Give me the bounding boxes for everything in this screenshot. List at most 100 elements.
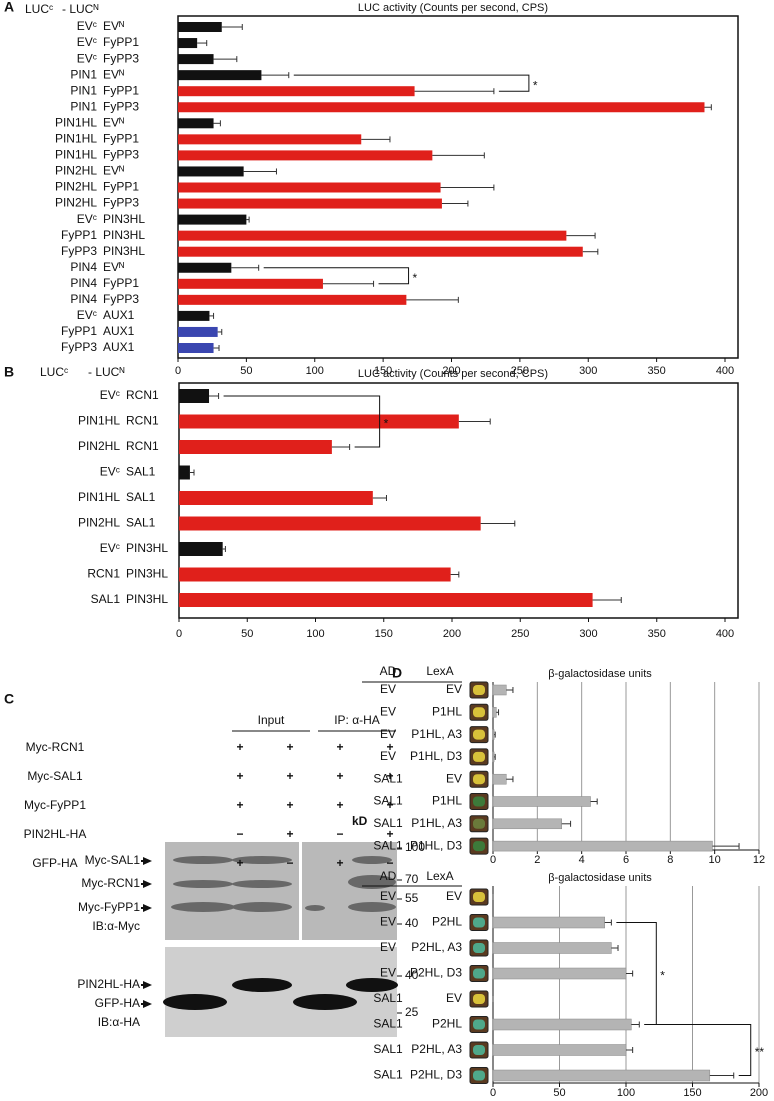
row-label: EV — [446, 889, 462, 903]
row-label: SAL1 — [126, 490, 156, 504]
sign: + — [336, 798, 343, 812]
row-label: SAL1 — [126, 516, 156, 530]
bar — [178, 86, 415, 97]
row-label: SAL1 — [126, 465, 156, 479]
x-tick-label: 50 — [553, 1087, 565, 1099]
row-label: FyPP1 — [103, 132, 139, 146]
bar — [492, 1018, 632, 1031]
bar — [492, 751, 495, 763]
sign: + — [386, 798, 393, 812]
row-label: EVᶜ — [100, 388, 120, 402]
row-label: PIN3HL — [126, 567, 168, 581]
x-tick-label: 400 — [716, 365, 734, 377]
row-label: FyPP3 — [103, 99, 139, 113]
row-label: PIN2HL-HA — [24, 827, 87, 841]
sign: − — [336, 827, 343, 841]
sign: + — [236, 769, 243, 783]
band-label: Myc-SAL1 — [85, 853, 141, 867]
bar — [492, 942, 612, 954]
blot-bottom — [165, 947, 397, 1037]
row-label: EVᶜ — [77, 19, 97, 33]
column-header: AD — [380, 869, 397, 883]
x-tick-label: 100 — [306, 365, 324, 377]
row-label: PIN4 — [70, 292, 97, 306]
significance-mark: ** — [755, 1045, 765, 1059]
row-label: EVᴺ — [103, 260, 124, 274]
bar — [179, 440, 332, 454]
bar — [178, 198, 442, 209]
row-label: EVᶜ — [100, 541, 120, 555]
band-arrow — [143, 1000, 152, 1008]
panel-letter: D — [392, 665, 402, 681]
marker-label: 70 — [405, 872, 419, 886]
band-arrow — [143, 857, 152, 865]
sign: + — [236, 856, 243, 870]
yeast-patch-growth — [473, 841, 485, 852]
row-label: PIN3HL — [103, 228, 145, 242]
row-label: Myc-SAL1 — [27, 769, 83, 783]
yeast-patch-growth — [473, 968, 485, 979]
row-label: EV — [380, 727, 396, 741]
row-label: PIN1HL — [78, 414, 120, 428]
band-label: Myc-RCN1 — [81, 876, 140, 890]
row-label: EV — [446, 682, 462, 696]
significance-mark: * — [413, 271, 418, 285]
bar — [492, 707, 497, 718]
row-label: FyPP3 — [61, 340, 97, 354]
panel-letter: A — [4, 0, 14, 15]
bar — [178, 166, 244, 177]
bar — [179, 465, 190, 480]
row-label: P1HL — [432, 794, 462, 808]
x-tick-label: 100 — [617, 1087, 635, 1099]
row-label: AUX1 — [103, 324, 135, 338]
row-label: EVᶜ — [77, 308, 97, 322]
x-tick-label: 350 — [648, 628, 666, 640]
yeast-patch-growth — [473, 729, 485, 740]
sign: − — [386, 856, 393, 870]
x-tick-label: 4 — [579, 854, 585, 866]
x-tick-label: 0 — [490, 854, 496, 866]
yeast-patch-growth — [473, 707, 485, 718]
group-header: IP: α-HA — [334, 713, 380, 727]
column-header: - LUCᴺ — [62, 2, 99, 16]
marker-label: 55 — [405, 891, 419, 905]
row-label: EVᶜ — [77, 212, 97, 226]
bar — [179, 491, 373, 505]
row-label: RCN1 — [87, 567, 120, 581]
row-label: EV — [380, 889, 396, 903]
row-label: FyPP1 — [103, 83, 139, 97]
yeast-patch-growth — [473, 818, 485, 829]
bar — [178, 262, 232, 273]
row-label: FyPP3 — [103, 292, 139, 306]
sign: − — [286, 856, 293, 870]
row-label: FyPP3 — [103, 148, 139, 162]
row-label: EVᴺ — [103, 67, 124, 81]
bar — [492, 818, 562, 830]
row-label: EV — [380, 682, 396, 696]
bar — [178, 134, 362, 145]
row-label: SAL1 — [91, 592, 121, 606]
row-label: EVᶜ — [100, 465, 120, 479]
bar — [178, 230, 567, 241]
x-tick-label: 300 — [579, 365, 597, 377]
row-label: PIN1HL — [78, 490, 120, 504]
row-label: SAL1 — [373, 771, 403, 785]
marker-label: 40 — [405, 968, 419, 982]
yeast-patch-growth — [473, 994, 485, 1004]
yeast-patch-growth — [473, 943, 485, 953]
x-tick-label: 300 — [579, 628, 597, 640]
bar — [179, 593, 593, 607]
x-tick-label: 200 — [442, 365, 460, 377]
bar — [492, 773, 507, 785]
row-label: P1HL, A3 — [411, 727, 462, 741]
row-label: FyPP3 — [103, 196, 139, 210]
row-label: EV — [380, 704, 396, 718]
chart-title: LUC activity (Counts per second, CPS) — [358, 2, 548, 14]
row-label: SAL1 — [373, 816, 403, 830]
row-label: P2HL — [432, 1017, 462, 1031]
row-label: SAL1 — [373, 794, 403, 808]
bar — [492, 967, 627, 980]
row-label: FyPP1 — [103, 180, 139, 194]
band-arrow — [143, 880, 152, 888]
sign: + — [286, 740, 293, 754]
